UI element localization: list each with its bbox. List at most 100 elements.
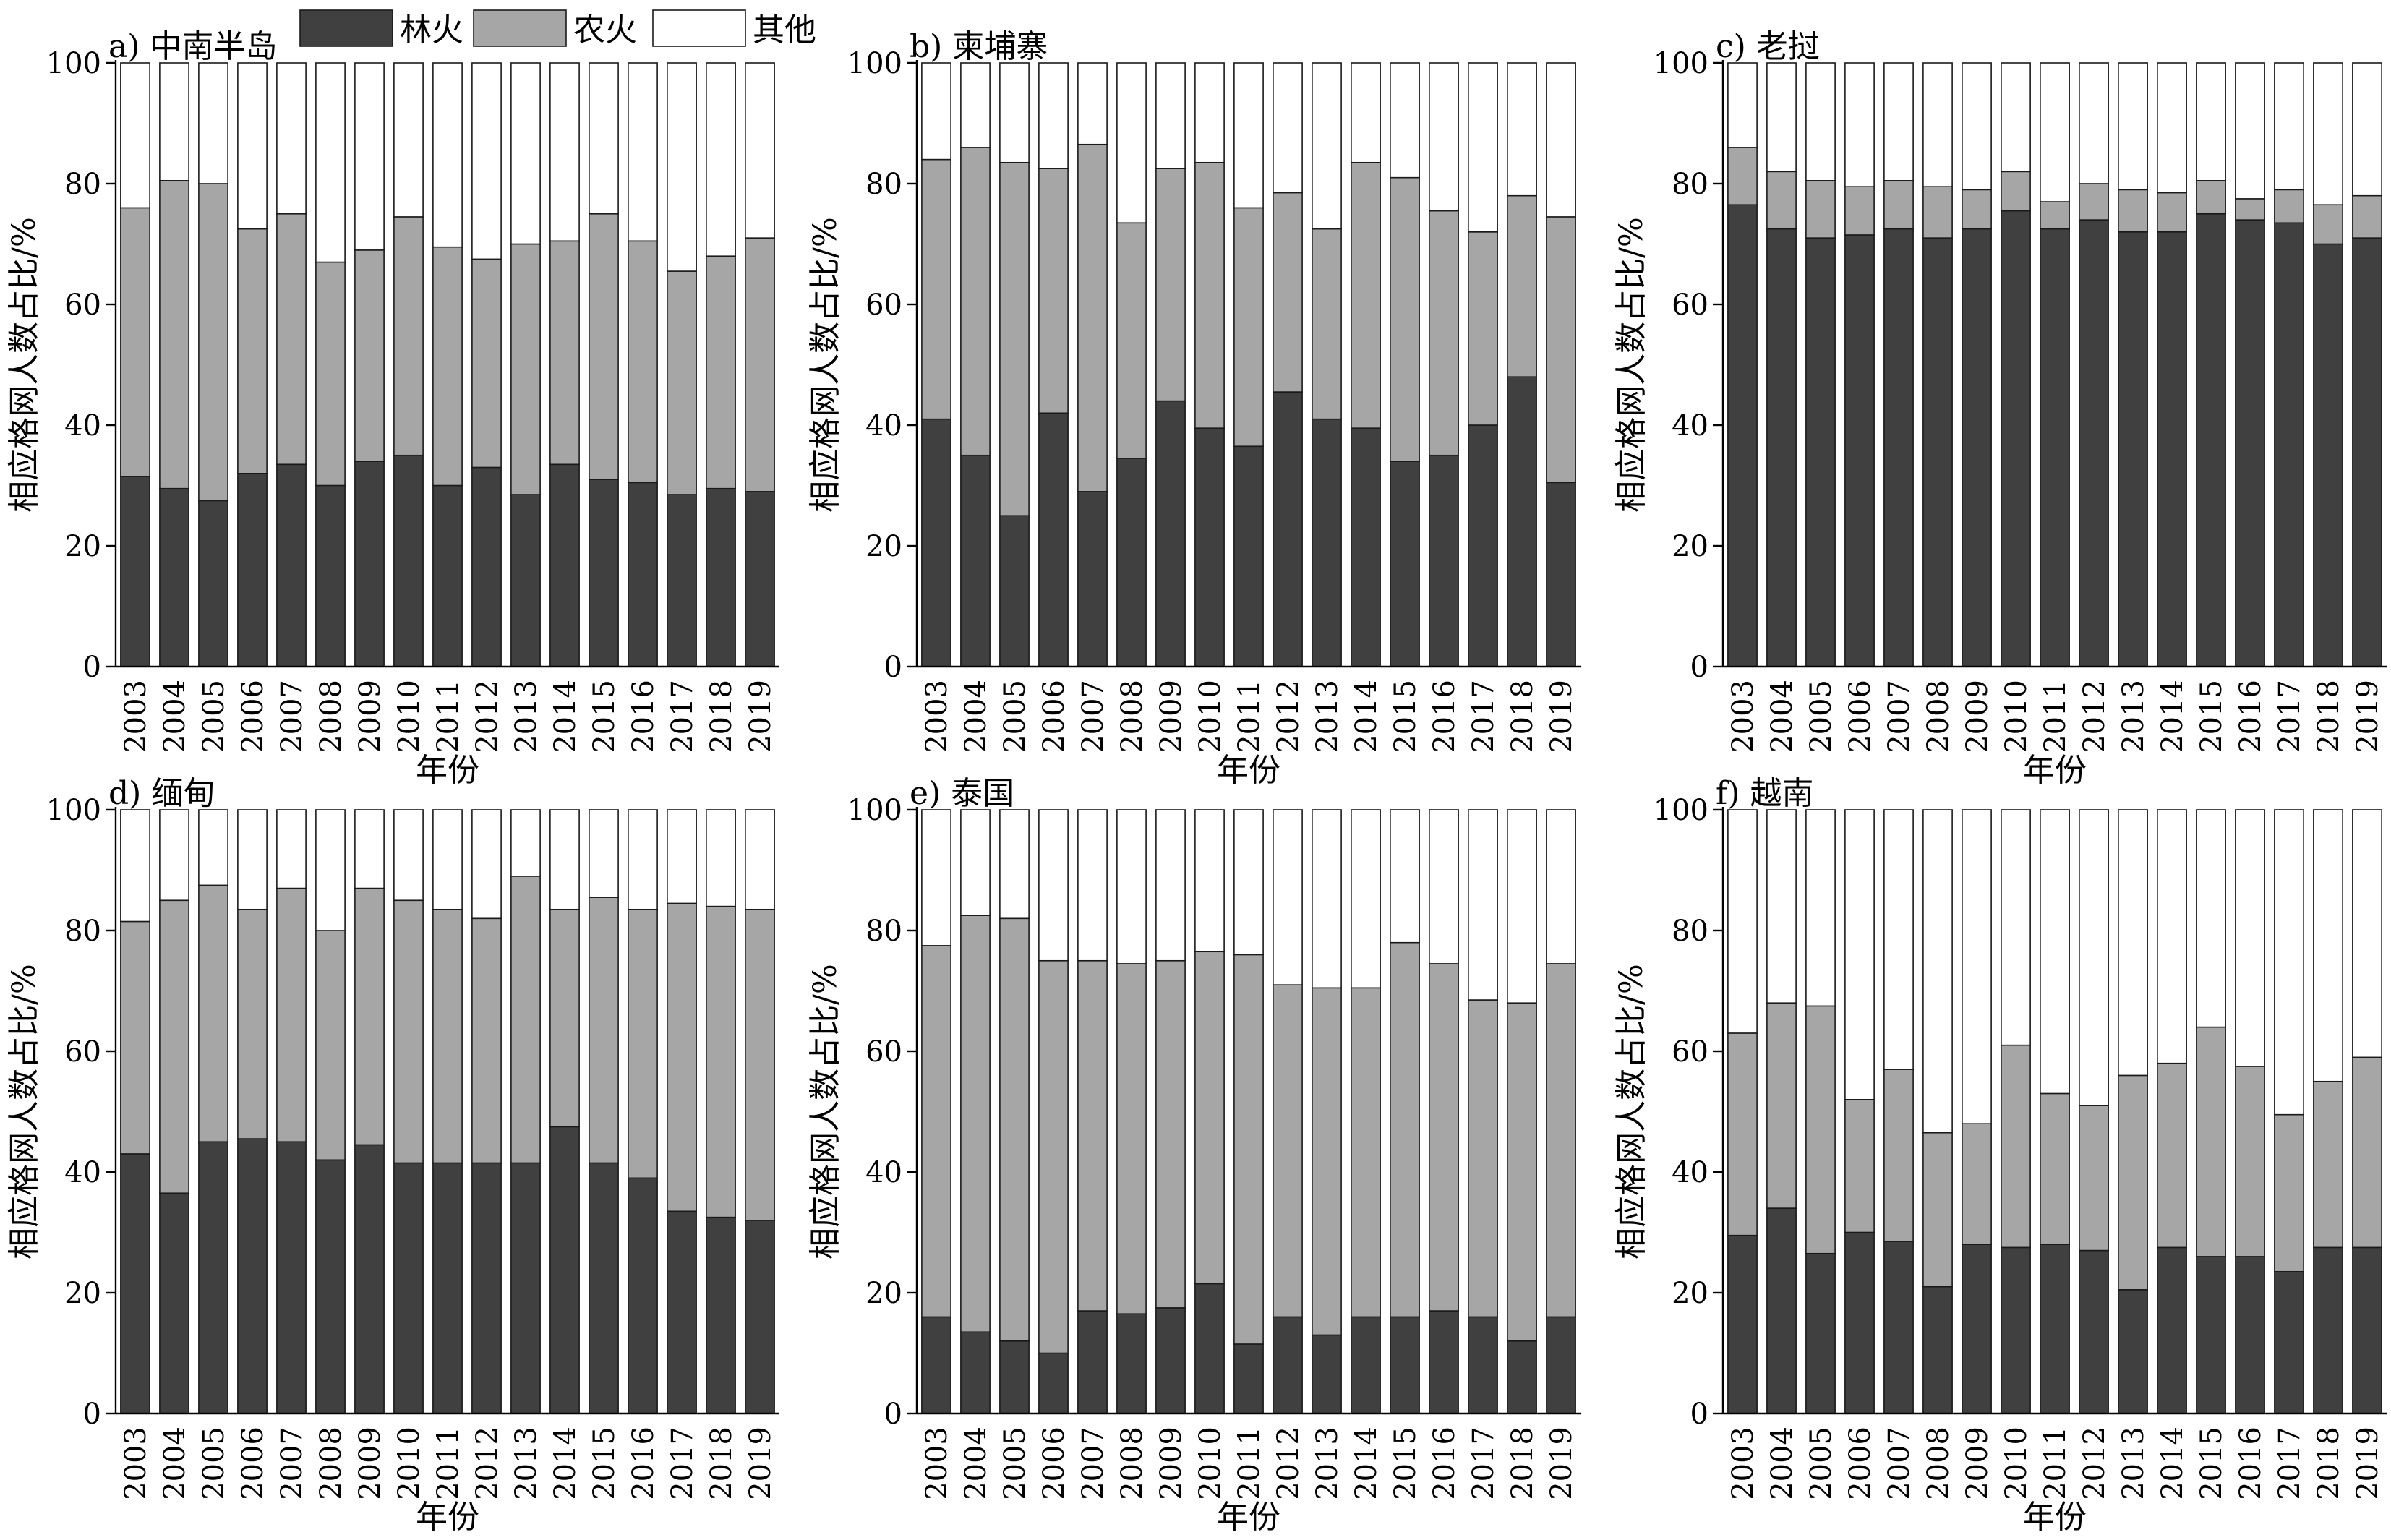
bar-2006-农火 [1038,168,1069,414]
bar-2006-其他 [1038,809,1069,962]
y-axis-label: 相应格网人数占比/% [1613,217,1650,513]
bar-2015-林火 [589,479,619,667]
bar-2019-林火 [745,491,775,667]
bars [120,62,775,667]
x-tick-label: 2004 [959,680,993,753]
x-tick-label: 2012 [471,1426,504,1500]
bar-2016-林火 [1429,1310,1459,1414]
bar-2015-农火 [589,897,619,1164]
bar-2016-林火 [628,1177,658,1414]
y-axis-label: 相应格网人数占比/% [6,964,43,1259]
x-tick-label: 2014 [2156,680,2189,753]
y-tick-label: 100 [46,47,101,80]
bar-2017-林火 [2274,1270,2304,1414]
bar-2004-农火 [1766,171,1797,230]
y-tick-label: 100 [1654,794,1708,827]
bar-2009-林火 [354,1144,385,1414]
bar-2012-林火 [1273,1316,1303,1414]
legend-swatch [652,9,746,47]
bar-2007-林火 [276,1141,307,1414]
bar-2014-林火 [2157,231,2187,667]
bar-2005-其他 [198,62,228,184]
bar-2018-其他 [1507,62,1537,197]
x-tick-label: 2008 [315,680,348,753]
x-tick-label: 2005 [197,1426,231,1500]
bar-2003-林火 [921,1316,951,1414]
bar-2015-其他 [2196,62,2226,181]
bar-2007-农火 [276,213,307,466]
bar-2008-农火 [315,261,346,487]
bar-2008-其他 [1922,62,1953,187]
bar-2007-林火 [276,463,307,667]
bar-2005-林火 [198,1141,228,1414]
x-tick-label: 2012 [471,680,504,753]
y-tick-label: 80 [1672,915,1708,948]
bar-2007-其他 [1883,62,1914,181]
bar-2004-农火 [159,180,189,489]
y-tick-label: 0 [1690,1398,1708,1431]
bar-2016-林火 [628,482,658,667]
bar-2006-农火 [1844,186,1875,236]
x-tick-label: 2017 [2273,680,2306,753]
chart-panel-3: 0 20 40 60 80 100 2003 2004 2005 2006 2007 2008 2009… [1613,28,2387,789]
bar-2009-其他 [1155,809,1186,962]
bar-2008-其他 [315,62,346,263]
x-tick-label: 2003 [1727,1426,1760,1500]
bars [1727,62,2382,667]
bar-2014-农火 [549,240,580,466]
bar-2018-其他 [2313,809,2343,1082]
x-tick-label: 2018 [2312,680,2345,753]
bar-2012-农火 [2079,1105,2109,1252]
x-tick-label: 2011 [1233,1426,1266,1500]
bar-2008-林火 [315,1159,346,1414]
bar-2019-其他 [2352,62,2382,197]
bar-2019-林火 [2352,237,2382,667]
chart-panel-6: 0 20 40 60 80 100 2003 2004 2005 2006 2007 2008 2009… [1613,775,2387,1536]
bar-2007-林火 [1077,1310,1108,1414]
bar-2010-其他 [1194,62,1225,163]
bar-2003-农火 [921,945,951,1318]
bar-2008-其他 [315,809,346,931]
bar-2018-农火 [2313,1080,2343,1249]
x-tick-label: 2010 [2000,680,2033,753]
x-tick-label: 2008 [1922,1426,1955,1500]
bar-2012-林火 [2079,1249,2109,1414]
bar-2015-农火 [2196,1026,2226,1257]
x-tick-label: 2013 [2117,680,2150,753]
x-tick-label: 2017 [1467,680,1500,753]
bar-2013-其他 [1312,62,1342,230]
bar-2018-林火 [2313,243,2343,667]
bar-2004-其他 [159,809,189,902]
bar-2003-林火 [120,476,150,667]
bar-2008-农火 [1116,222,1147,459]
bar-2013-农火 [2118,1074,2148,1291]
bar-2007-林火 [1883,1241,1914,1414]
x-tick-label: 2019 [744,1426,777,1500]
bar-2006-其他 [1844,809,1875,1100]
bar-2018-农火 [1507,1002,1537,1342]
x-tick-label: 2010 [1194,1426,1227,1500]
bar-2016-其他 [2235,62,2265,200]
x-tick-label: 2005 [998,680,1032,753]
x-tick-label: 2015 [588,680,621,753]
bar-2018-林火 [706,487,736,667]
bar-2019-农火 [2352,194,2382,239]
x-tick-label: 2019 [2351,1426,2384,1500]
bar-2018-农火 [706,905,736,1218]
y-tick-label: 60 [865,1035,902,1069]
x-tick-label: 2010 [393,680,426,753]
x-tick-label: 2007 [1883,680,1916,753]
bar-2012-其他 [2079,62,2109,184]
bar-2008-农火 [1922,186,1953,239]
x-tick-label: 2015 [1389,680,1422,753]
bar-2014-农火 [549,908,580,1128]
bar-2017-其他 [1468,62,1498,233]
x-tick-label: 2012 [2078,680,2111,753]
bar-2014-林火 [1351,427,1381,667]
x-tick-label: 2015 [1389,1426,1422,1500]
legend-item-0: 林火 [299,9,463,48]
bar-2006-农火 [1844,1099,1875,1233]
chart-panel-1: 0 20 40 60 80 100 2003 2004 2005 2006 2007 2008 2009… [6,28,779,789]
bar-2016-农火 [2235,198,2265,221]
